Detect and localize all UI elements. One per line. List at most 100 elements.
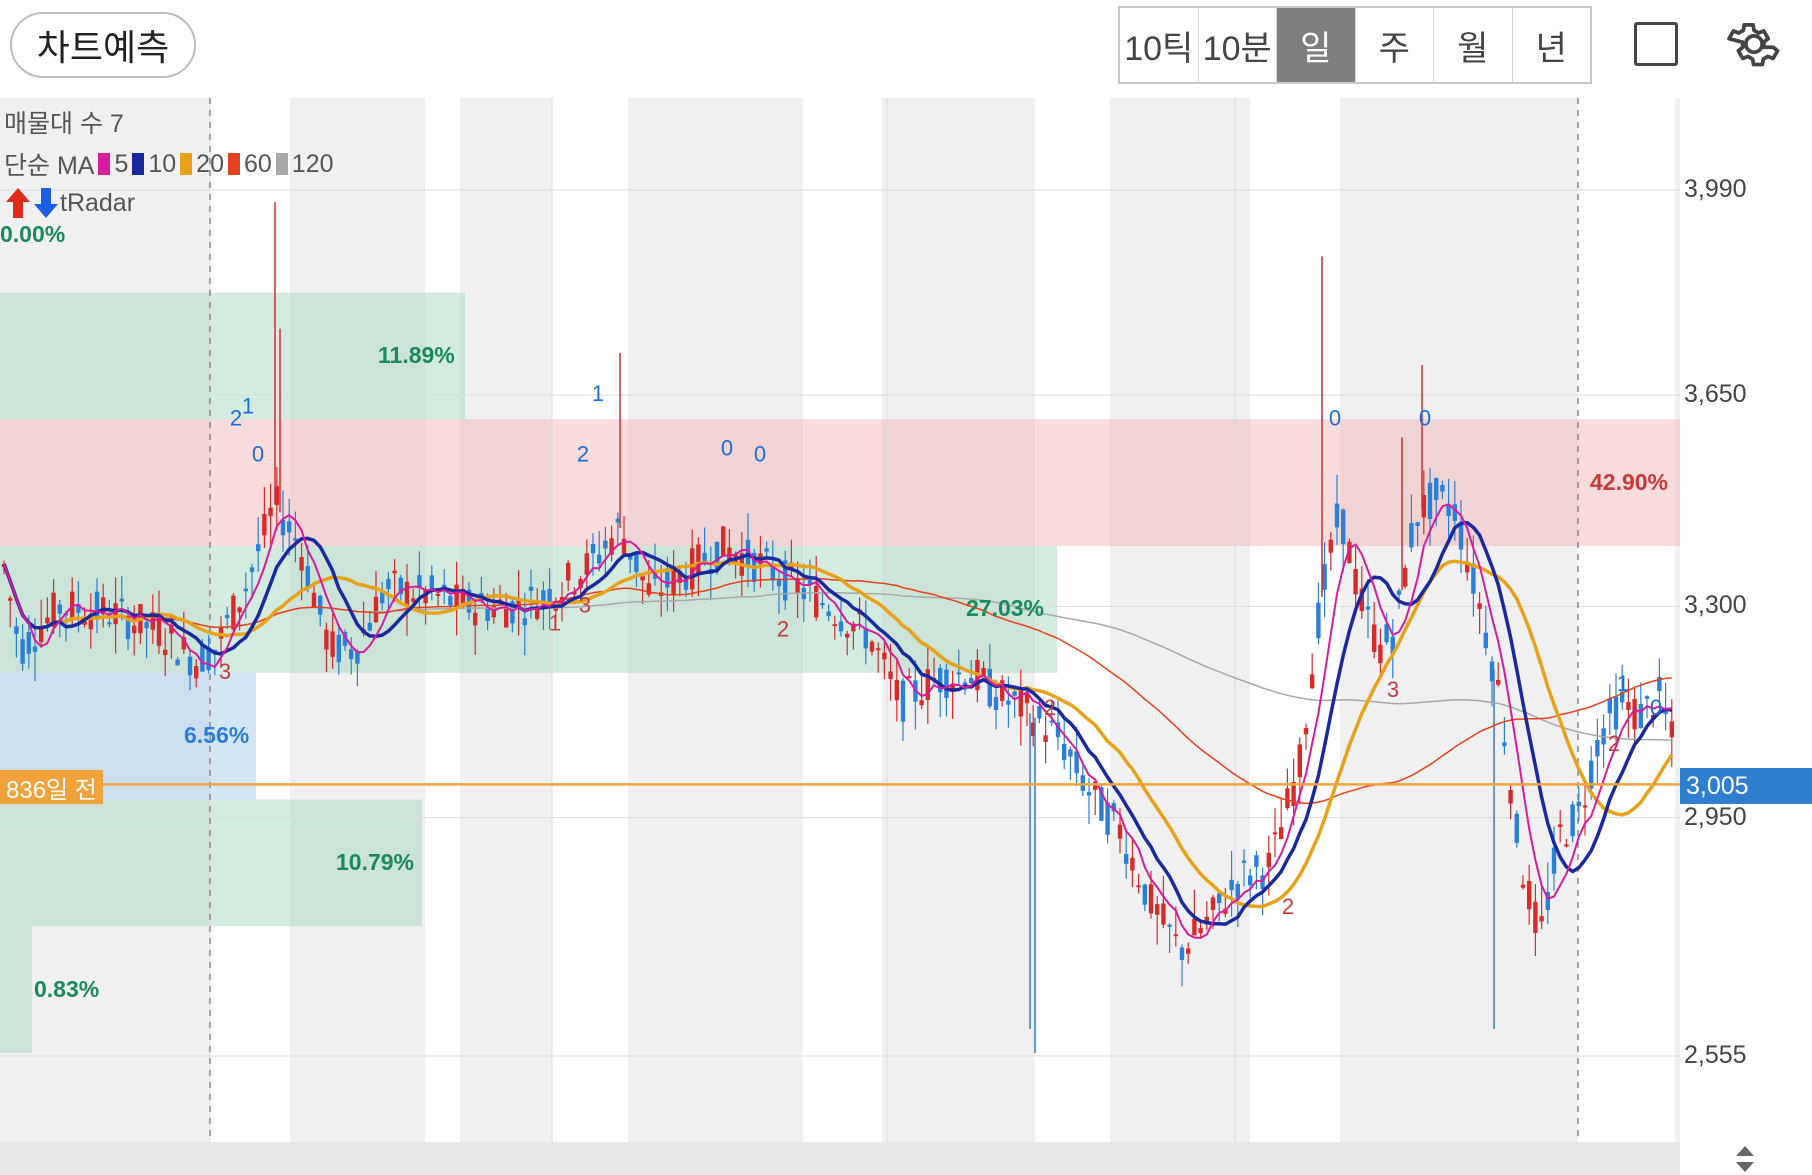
white-band [552,98,628,1142]
candle-up [721,526,726,557]
candle-down [1254,855,1259,867]
candle-up [1161,903,1166,925]
period-10min-button[interactable]: 10분 [1199,8,1277,82]
radar-legend: tRadar [4,186,135,220]
candle-down [783,560,788,601]
candle-down [367,622,372,631]
candle-down [14,626,19,634]
period-day-button[interactable]: 일 [1277,8,1356,82]
candle-up [609,538,614,555]
candle-down [26,632,31,654]
candle-up [1155,904,1160,915]
candle-up [1186,948,1191,954]
gear-icon[interactable] [1726,16,1782,72]
candle-down [1452,504,1457,521]
candle-down [1589,760,1594,789]
candle-down [1006,700,1011,705]
candle-down [57,604,62,614]
white-band [1250,98,1340,1142]
y-tick-label: 3,990 [1684,175,1747,203]
candle-up [1669,721,1674,738]
period-month-button[interactable]: 월 [1434,8,1513,82]
candle-down [1068,749,1073,757]
candle-down [770,564,775,581]
candle-up [1148,884,1154,914]
candle-down [1502,742,1507,747]
candle-up [845,633,850,638]
volume-zone [0,799,422,927]
volume-zone [0,292,465,420]
candle-up [330,631,335,657]
chart-predict-button[interactable]: 차트예측 [10,12,196,78]
volume-zone-label: 0.00% [0,221,66,248]
candle-down [1471,563,1476,594]
candle-down [1124,853,1129,864]
candle-down [355,650,360,664]
candle-down [94,591,100,619]
candle-down [1037,706,1042,719]
candle-down [1074,751,1079,774]
candle-up [218,626,224,639]
candle-up [262,513,267,536]
candle-up [1018,688,1023,717]
candle-down [119,598,124,602]
radar-marker: 2 [577,442,589,467]
radar-marker: 1 [242,393,254,418]
candle-up [851,623,856,632]
candle-down [349,649,354,660]
period-week-button[interactable]: 주 [1356,8,1434,82]
candle-up [1372,624,1377,652]
volume-zone-label: 10.79% [336,848,415,875]
candle-up [696,544,701,575]
candle-down [665,568,670,588]
candle-up [640,575,645,581]
candle-down [417,575,422,588]
candle-up [88,613,93,630]
candle-down [510,601,515,624]
candle-up [1626,702,1631,710]
candle-down [1613,696,1619,730]
white-band [1035,98,1110,1142]
candle-down [776,580,782,587]
candle-up [51,592,56,628]
square-icon[interactable] [1634,22,1678,66]
candle-up [981,667,986,678]
candle-down [485,607,490,621]
candle-down [1167,924,1172,927]
candle-down [1260,875,1265,890]
candle-up [876,648,881,651]
candle-down [1595,740,1600,757]
candle-down [603,540,608,549]
candle-up [578,578,583,589]
candle-down [1055,722,1061,738]
candle-down [380,592,385,604]
candle-up [169,624,174,634]
candle-up [311,592,317,607]
candle-up [621,538,627,554]
candle-up [1279,827,1284,839]
candle-up [894,680,899,701]
candle-up [1266,852,1271,868]
candle-up [1136,885,1141,888]
candle-down [1062,743,1067,761]
grid-lines [0,98,1680,1142]
ma20-swatch [180,153,193,175]
period-year-button[interactable]: 년 [1535,29,1567,68]
candle-down [125,616,131,640]
candle-down [1341,509,1346,545]
period-10tick-button[interactable]: 10틱 [1120,8,1199,82]
candle-down [1409,522,1414,548]
candle-up [1024,692,1030,704]
candle-up [373,596,379,623]
resize-handle-icon[interactable] [1732,1144,1758,1174]
candle-down [634,554,639,572]
candle-up [1310,674,1315,689]
radar-marker: 0 [754,442,766,467]
candle-up [1043,735,1048,742]
candle-down [1142,884,1147,905]
candle-up [82,621,87,625]
candle-up [101,597,106,615]
candle-down [1415,522,1420,526]
